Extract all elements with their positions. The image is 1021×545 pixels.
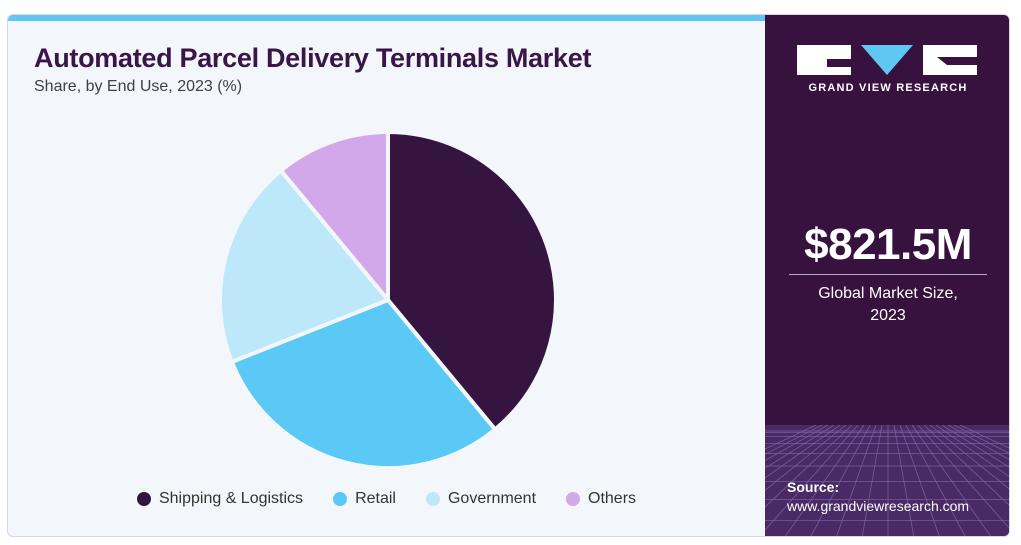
metric-divider	[789, 274, 987, 275]
market-size-value: $821.5M	[804, 220, 972, 269]
source-label: Source:	[787, 479, 840, 495]
accent-bar	[8, 15, 765, 21]
grand-view-research-logo	[797, 45, 977, 75]
legend-swatch-shipping-logistics	[136, 492, 151, 506]
pie-chart	[218, 130, 558, 470]
market-size-label-line2: 2023	[870, 307, 906, 324]
legend-item-shipping-logistics[interactable]: Shipping & Logistics	[136, 490, 304, 508]
pie-slice-shipping-logistics[interactable]	[386, 130, 558, 432]
chart-legend: Shipping & Logistics Retail Government Othe…	[8, 487, 765, 511]
chart-subtitle: Share, by End Use, 2023 (%)	[34, 78, 243, 95]
source-url[interactable]: www.grandviewresearch.com	[787, 498, 970, 514]
legend-swatch-government	[425, 492, 440, 506]
legend-item-others[interactable]: Others	[566, 490, 636, 508]
market-size-label-line1: Global Market Size,	[818, 285, 958, 302]
pie-slice-retail[interactable]	[229, 298, 498, 470]
brand-name: GRAND VIEW RESEARCH	[808, 82, 968, 94]
info-sidebar: GRAND VIEW RESEARCH $821.5M Global Marke…	[765, 15, 1009, 536]
legend-item-retail[interactable]: Retail	[333, 490, 396, 508]
chart-card: Automated Parcel Delivery Terminals Mark…	[7, 14, 1010, 537]
legend-label-retail: Retail	[355, 490, 396, 507]
chart-panel: Automated Parcel Delivery Terminals Mark…	[8, 15, 765, 536]
logo-triangle	[861, 45, 913, 75]
market-size-label: Global Market Size, 2023	[765, 283, 1009, 327]
pie-slice-others[interactable]	[278, 130, 390, 302]
chart-title: Automated Parcel Delivery Terminals Mark…	[34, 43, 592, 73]
legend-label-shipping-logistics: Shipping & Logistics	[158, 490, 304, 507]
legend-label-others: Others	[588, 490, 637, 507]
legend-label-government: Government	[447, 490, 537, 507]
decorative-grid	[765, 425, 1009, 536]
legend-swatch-others	[566, 492, 581, 506]
pie-slice-government[interactable]	[218, 168, 390, 364]
legend-swatch-retail	[333, 492, 348, 506]
legend-item-government[interactable]: Government	[425, 490, 537, 508]
